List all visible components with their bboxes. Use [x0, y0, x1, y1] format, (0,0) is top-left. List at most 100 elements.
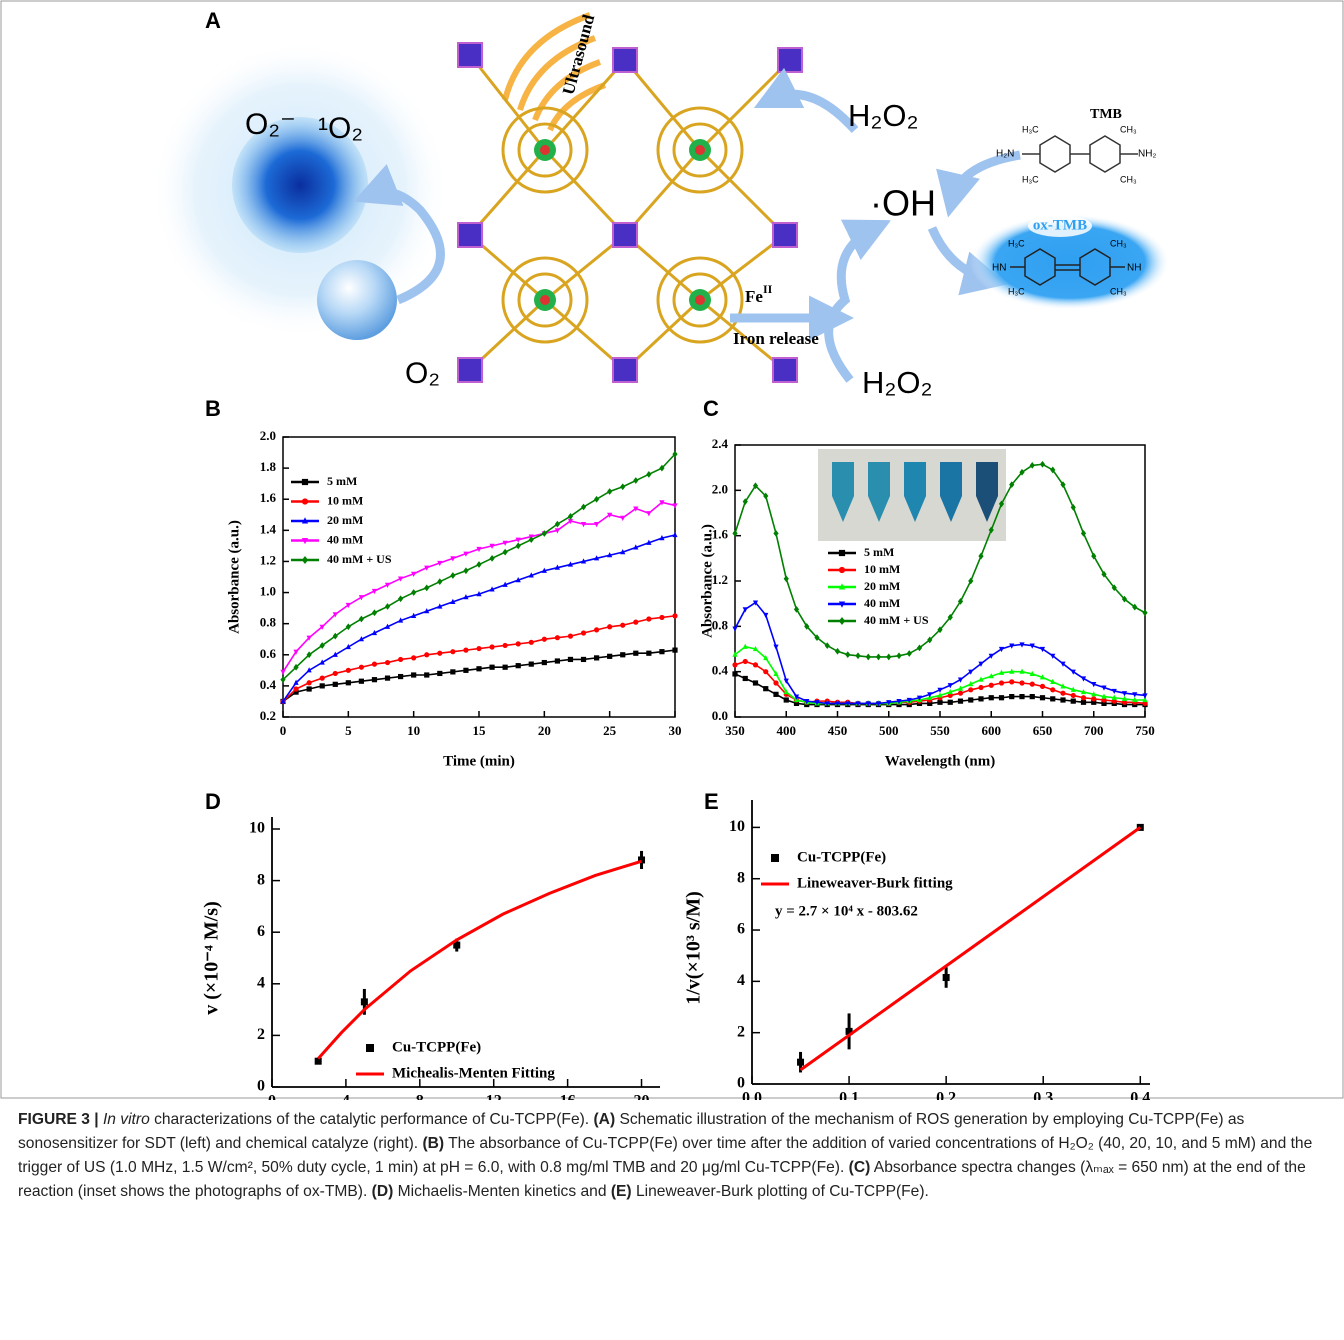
annotation: y = 2.7 × 10⁴ x - 803.62 — [775, 903, 918, 919]
fe-label: FeII — [745, 282, 773, 306]
marker — [943, 974, 950, 981]
x-axis-label: Wavelength (nm) — [885, 753, 995, 769]
marker — [398, 657, 403, 662]
marker — [845, 651, 850, 658]
caption: FIGURE 3 | In vitro characterizations of… — [18, 1108, 1324, 1204]
x-tick-label: 500 — [879, 723, 899, 738]
marker — [581, 630, 586, 635]
marker — [1050, 696, 1055, 701]
marker — [594, 655, 599, 660]
marker — [978, 685, 983, 690]
y-tick-label: 4 — [257, 974, 265, 991]
x-tick-label: 5 — [345, 723, 352, 738]
marker — [835, 648, 840, 655]
caption-text: (C) — [849, 1159, 871, 1176]
marker — [839, 550, 845, 556]
superoxide-label: O₂⁻ — [245, 108, 296, 141]
panel-label: A — [205, 8, 221, 33]
marker — [450, 572, 455, 579]
y-axis-label: 1/v(×10³ s/M) — [683, 891, 705, 1005]
marker — [1081, 700, 1086, 705]
y-tick-label: 0 — [737, 1075, 745, 1092]
panel-label: B — [205, 396, 221, 421]
marker — [385, 603, 390, 610]
legend-label: 40 mM — [864, 596, 900, 610]
marker — [372, 609, 377, 616]
marker — [958, 699, 963, 704]
caption-text: (D) — [372, 1183, 394, 1200]
marker — [672, 613, 677, 618]
marker — [437, 578, 442, 585]
marker — [516, 641, 521, 646]
marker — [633, 651, 638, 656]
imine-label: HN — [992, 263, 1006, 274]
x-tick-label: 0 — [268, 1093, 276, 1100]
panel-label: D — [205, 789, 221, 814]
y-tick-label: 2 — [257, 1026, 265, 1043]
marker — [1050, 687, 1055, 692]
y-tick-label: 1.8 — [260, 459, 277, 474]
marker — [607, 624, 612, 629]
marker — [672, 503, 677, 508]
marker — [463, 648, 468, 653]
y-axis-label: Absorbance (a.u.) — [226, 520, 242, 634]
marker — [1040, 684, 1045, 689]
fe-text: Fe — [745, 287, 763, 306]
legend-label: Lineweaver-Burk fitting — [797, 875, 953, 891]
marker — [773, 530, 778, 537]
y-tick-label: 8 — [737, 869, 745, 886]
x-axis-label: Time (min) — [443, 753, 515, 769]
legend-label: 10 mM — [864, 562, 900, 576]
marker — [315, 1058, 322, 1065]
y-tick-label: 2.4 — [712, 436, 729, 451]
legend-label: 20 mM — [864, 579, 900, 593]
x-tick-label: 10 — [407, 723, 420, 738]
marker — [646, 471, 651, 478]
y-tick-label: 2.0 — [712, 481, 728, 496]
marker — [489, 665, 494, 670]
caption-text: FIGURE 3 | — [18, 1111, 103, 1128]
marker — [620, 483, 625, 490]
marker — [1081, 695, 1086, 700]
marker — [999, 695, 1004, 700]
methyl-label: H₃C — [1008, 286, 1025, 296]
marker — [797, 1059, 804, 1066]
marker — [568, 513, 573, 520]
legend-label: 5 mM — [327, 474, 357, 488]
marker — [968, 687, 973, 692]
methyl-label: CH₃ — [1120, 124, 1137, 134]
marker — [489, 555, 494, 562]
y-tick-label: 0.4 — [712, 663, 729, 678]
y-tick-label: 6 — [737, 921, 745, 938]
marker — [411, 655, 416, 660]
marker — [1040, 461, 1045, 468]
amine-label: H₂N — [996, 149, 1014, 160]
marker — [568, 634, 573, 639]
marker — [320, 642, 325, 649]
x-tick-label: 400 — [777, 723, 797, 738]
marker — [937, 700, 942, 705]
marker — [476, 561, 481, 568]
y-tick-label: 1.4 — [260, 521, 277, 536]
legend-label: 40 mM + US — [327, 552, 392, 566]
marker — [763, 686, 768, 691]
marker — [503, 549, 508, 556]
marker — [476, 646, 481, 651]
y-tick-label: 1.6 — [260, 490, 277, 505]
y-tick-label: 8 — [257, 871, 265, 888]
iron-release-label: Iron release — [733, 329, 819, 348]
x-tick-label: 30 — [669, 723, 682, 738]
marker — [333, 682, 338, 687]
marker — [672, 648, 677, 653]
x-tick-label: 16 — [560, 1093, 576, 1100]
marker — [437, 651, 442, 656]
marker — [361, 998, 368, 1005]
y-tick-label: 0.8 — [260, 615, 277, 630]
marker — [732, 662, 737, 667]
caption-text: In vitro — [103, 1111, 150, 1128]
legend-label: 5 mM — [864, 545, 894, 559]
caption-text: Michaelis-Menten kinetics and — [393, 1183, 611, 1200]
marker — [659, 649, 664, 654]
x-tick-label: 450 — [828, 723, 848, 738]
methyl-label: H₃C — [1022, 124, 1039, 134]
